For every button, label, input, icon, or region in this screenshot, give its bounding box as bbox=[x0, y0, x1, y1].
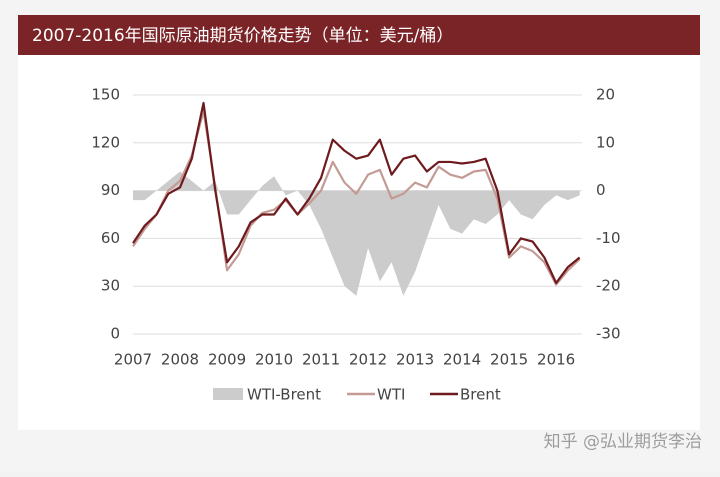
spread-area bbox=[133, 171, 580, 296]
y2-tick-label: -20 bbox=[596, 277, 621, 295]
header bbox=[18, 15, 700, 55]
x-tick-label: 2007 bbox=[114, 351, 152, 369]
legend-label: WTI-Brent bbox=[247, 386, 321, 404]
legend-swatch bbox=[213, 388, 243, 400]
legend-label: WTI bbox=[377, 386, 405, 404]
x-tick-label: 2013 bbox=[396, 351, 434, 369]
x-tick-label: 2011 bbox=[302, 351, 340, 369]
x-tick-label: 2014 bbox=[443, 351, 481, 369]
y-tick-label: 120 bbox=[91, 133, 120, 151]
price-line bbox=[132, 101, 581, 285]
x-tick-label: 2016 bbox=[537, 351, 575, 369]
y2-tick-label: -30 bbox=[596, 325, 621, 343]
y2-tick-label: 10 bbox=[596, 133, 615, 151]
legend-label: Brent bbox=[460, 386, 501, 404]
y-tick-label: 60 bbox=[101, 229, 120, 247]
y2-tick-label: -10 bbox=[596, 229, 621, 247]
x-tick-label: 2010 bbox=[255, 351, 293, 369]
x-tick-label: 2015 bbox=[490, 351, 528, 369]
x-tick-label: 2012 bbox=[349, 351, 387, 369]
y2-tick-label: 20 bbox=[596, 86, 615, 104]
y-tick-label: 0 bbox=[110, 325, 120, 343]
y-tick-label: 150 bbox=[91, 86, 120, 104]
x-tick-label: 2008 bbox=[161, 351, 199, 369]
x-tick-label: 2009 bbox=[208, 351, 246, 369]
chart-title: 2007-2016年国际原油期货价格走势（单位：美元/桶） bbox=[32, 26, 453, 46]
y-tick-label: 30 bbox=[101, 277, 120, 295]
y-tick-label: 90 bbox=[101, 181, 120, 199]
y2-tick-label: 0 bbox=[596, 181, 606, 199]
watermark: 知乎 @弘业期货李治 bbox=[544, 432, 702, 452]
